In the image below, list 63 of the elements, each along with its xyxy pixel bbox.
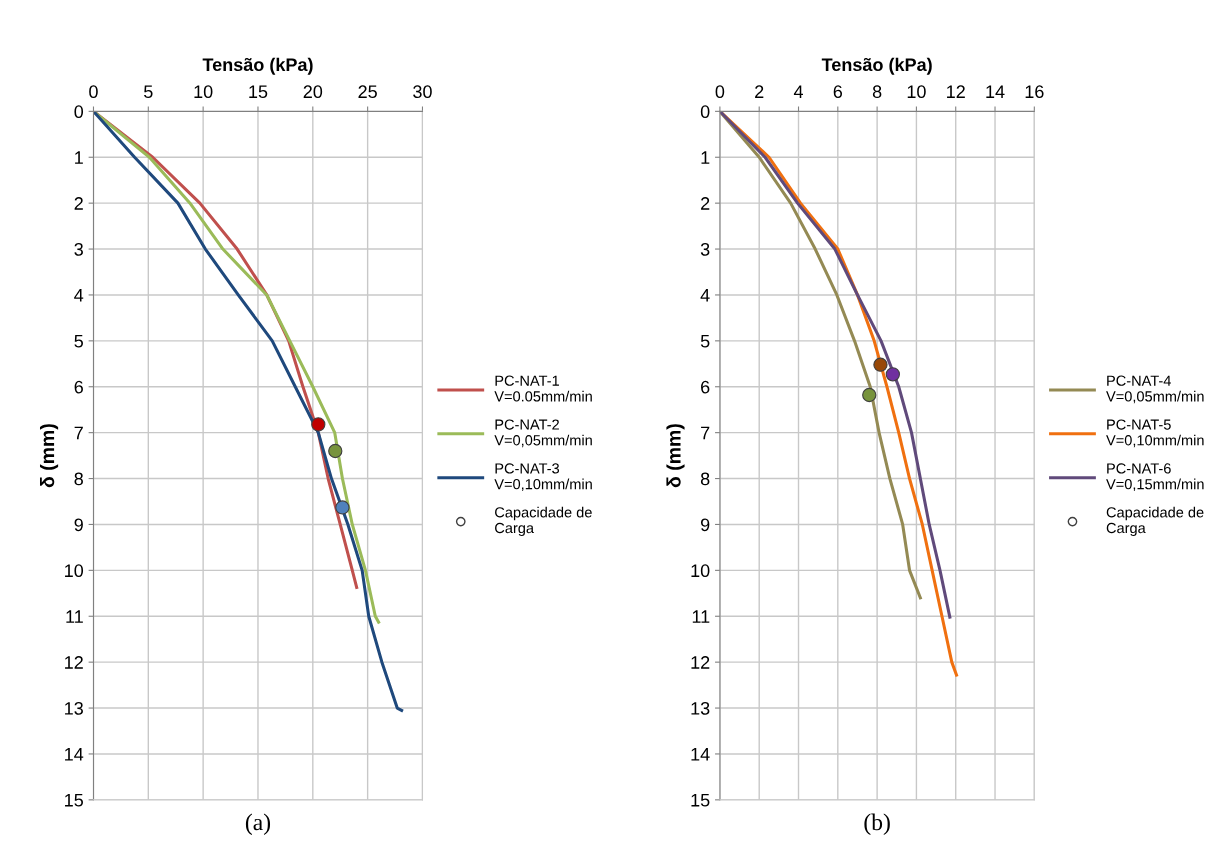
x-tick-label: 10 (194, 85, 213, 99)
y-tick-label: 11 (66, 610, 83, 623)
x-tick-label: 6 (833, 85, 843, 99)
y-tick-label: 4 (700, 289, 710, 302)
x-tick-label: 5 (144, 85, 153, 99)
y-tick-label: 6 (701, 380, 710, 394)
legend-label: Capacidade de Carga (1106, 506, 1204, 537)
x-tick-label: 0 (715, 85, 725, 99)
y-tick-label: 15 (691, 793, 710, 807)
x-tick-label: 0 (89, 85, 98, 99)
legend-label: Capacidade de Carga (495, 506, 592, 537)
y-tick-label: 9 (74, 518, 83, 532)
text: (b) (864, 813, 890, 836)
x-tick-label: 30 (413, 85, 432, 99)
y-tick-label: 3 (74, 242, 83, 256)
legend-label: PC-NAT-3 V=0,10mm/min (494, 463, 592, 492)
x-axis-title: Tensão (kPa) (202, 57, 313, 75)
y-tick-label: 9 (700, 518, 710, 532)
y-tick-label: 10 (691, 564, 710, 578)
x-tick-label: 2 (755, 85, 764, 98)
x-tick-label: 15 (249, 85, 268, 99)
y-tick-label: 8 (74, 472, 83, 486)
x-tick-label: 4 (793, 85, 803, 98)
y-tick-label: 13 (691, 701, 710, 715)
x-tick-label: 10 (907, 85, 926, 99)
y-tick-label: 14 (691, 748, 710, 761)
y-tick-label: 10 (65, 564, 84, 578)
y-tick-label: 2 (701, 197, 710, 210)
y-axis-title: δ (mm) (39, 424, 59, 488)
y-tick-label: 13 (65, 701, 83, 715)
y-tick-label: 1 (75, 151, 83, 164)
y-tick-label: 12 (691, 656, 710, 669)
y-tick-label: 7 (74, 426, 83, 440)
x-tick-label: 12 (947, 85, 965, 98)
y-tick-label: 14 (65, 748, 84, 761)
y-tick-label: 11 (692, 610, 710, 623)
legend-label: PC-NAT-4 V=0,05mm/min (1106, 375, 1204, 404)
y-tick-label: 5 (700, 334, 710, 348)
legend-label: PC-NAT-2 V=0,05mm/min (494, 419, 592, 448)
x-axis-title: Tensão (kPa) (821, 57, 932, 75)
x-tick-label: 16 (1025, 85, 1044, 99)
y-tick-label: 0 (74, 105, 84, 119)
x-tick-label: 25 (358, 85, 377, 99)
y-tick-label: 2 (74, 197, 83, 210)
y-tick-label: 7 (701, 426, 710, 440)
y-tick-label: 6 (74, 380, 83, 394)
y-tick-label: 3 (700, 242, 710, 256)
line-series (93, 111, 404, 712)
y-tick-label: 1 (701, 151, 710, 164)
text: (a) (245, 813, 271, 836)
x-tick-label: 8 (872, 85, 882, 99)
legend-label: PC-NAT-1 V=0.05mm/min (494, 375, 592, 402)
x-tick-label: 20 (303, 85, 323, 99)
y-tick-label: 5 (74, 334, 83, 348)
y-axis-title: δ (mm) (666, 424, 685, 488)
y-tick-label: 8 (700, 472, 710, 486)
y-tick-label: 0 (700, 105, 710, 119)
y-tick-label: 12 (65, 656, 83, 669)
legend-label: PC-NAT-6 V=0,15mm/min (1106, 463, 1204, 492)
y-tick-label: 4 (74, 289, 84, 302)
legend-label: PC-NAT-5 V=0,10mm/min (1106, 419, 1204, 448)
y-tick-label: 15 (65, 793, 83, 807)
x-tick-label: 14 (986, 85, 1005, 98)
